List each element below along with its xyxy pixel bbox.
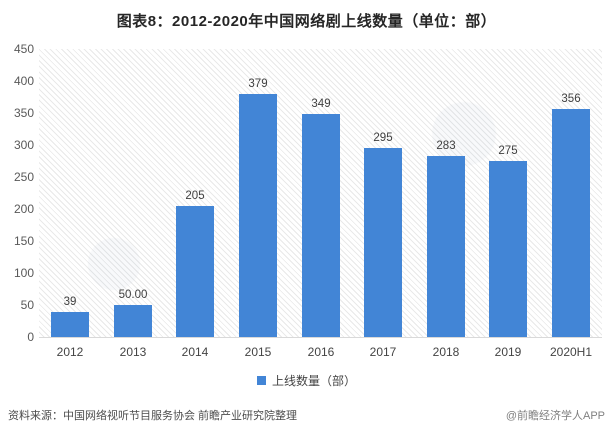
- legend-swatch-icon: [256, 376, 266, 385]
- x-axis-tick: 2015: [244, 345, 272, 359]
- x-axis-tick: 2013: [119, 345, 147, 359]
- brand-credit: @前瞻经济学人APP: [505, 410, 605, 422]
- legend-label: 上线数量（部）: [271, 374, 356, 388]
- bar: [427, 156, 465, 337]
- y-axis-tick: 200: [13, 202, 34, 216]
- x-axis-tick: 2019: [494, 345, 522, 359]
- bar-value-label: 349: [311, 98, 331, 110]
- x-axis: 2012 2013 2014 2015 2016 2017 2018 2019 2020H1: [39, 344, 602, 360]
- footer: 资料来源：中国网络视听节目服务协会 前瞻产业研究院整理 @前瞻经济学人APP: [0, 407, 613, 423]
- bar-value-label: 295: [373, 132, 393, 144]
- bar-value-label: 50.00: [118, 289, 148, 301]
- plot-area: 39 50.00 205 379 349 295 283 275 356: [39, 49, 602, 338]
- chart-title: 图表8：2012-2020年中国网络剧上线数量（单位：部）: [116, 13, 497, 30]
- source-note: 资料来源：中国网络视听节目服务协会 前瞻产业研究院整理: [8, 410, 298, 422]
- x-axis-tick: 2017: [369, 345, 397, 359]
- y-axis-tick: 400: [13, 74, 34, 88]
- bar: [552, 109, 590, 337]
- y-axis-tick: 450: [13, 42, 34, 56]
- bar: [364, 148, 402, 337]
- y-axis-tick: 250: [13, 170, 34, 184]
- bar: [176, 206, 214, 337]
- y-axis-tick: 150: [13, 234, 34, 248]
- x-axis-tick: 2014: [181, 345, 209, 359]
- y-axis-tick: 350: [13, 106, 34, 120]
- bar-value-label: 356: [561, 93, 581, 105]
- bar-value-label: 205: [185, 190, 205, 202]
- bar: [114, 305, 152, 337]
- y-axis-tick: 0: [27, 330, 34, 344]
- x-axis-tick: 2012: [56, 345, 84, 359]
- bar: [239, 94, 277, 337]
- bar-value-label: 379: [248, 78, 268, 90]
- y-axis-tick: 100: [13, 266, 34, 280]
- y-axis-tick: 300: [13, 138, 34, 152]
- bar-value-label: 283: [436, 140, 456, 152]
- bar-value-label: 275: [498, 145, 518, 157]
- bar: [51, 312, 89, 337]
- legend: 上线数量（部）: [0, 372, 613, 389]
- x-axis-tick: 2018: [432, 345, 460, 359]
- bar: [302, 114, 340, 337]
- x-axis-tick: 2016: [307, 345, 335, 359]
- x-axis-tick: 2020H1: [549, 345, 593, 359]
- y-axis: 0 50 100 150 200 250 300 350 400 450: [0, 42, 34, 344]
- bar-value-label: 39: [63, 296, 77, 308]
- y-axis-tick: 50: [20, 298, 34, 312]
- bar: [489, 161, 527, 337]
